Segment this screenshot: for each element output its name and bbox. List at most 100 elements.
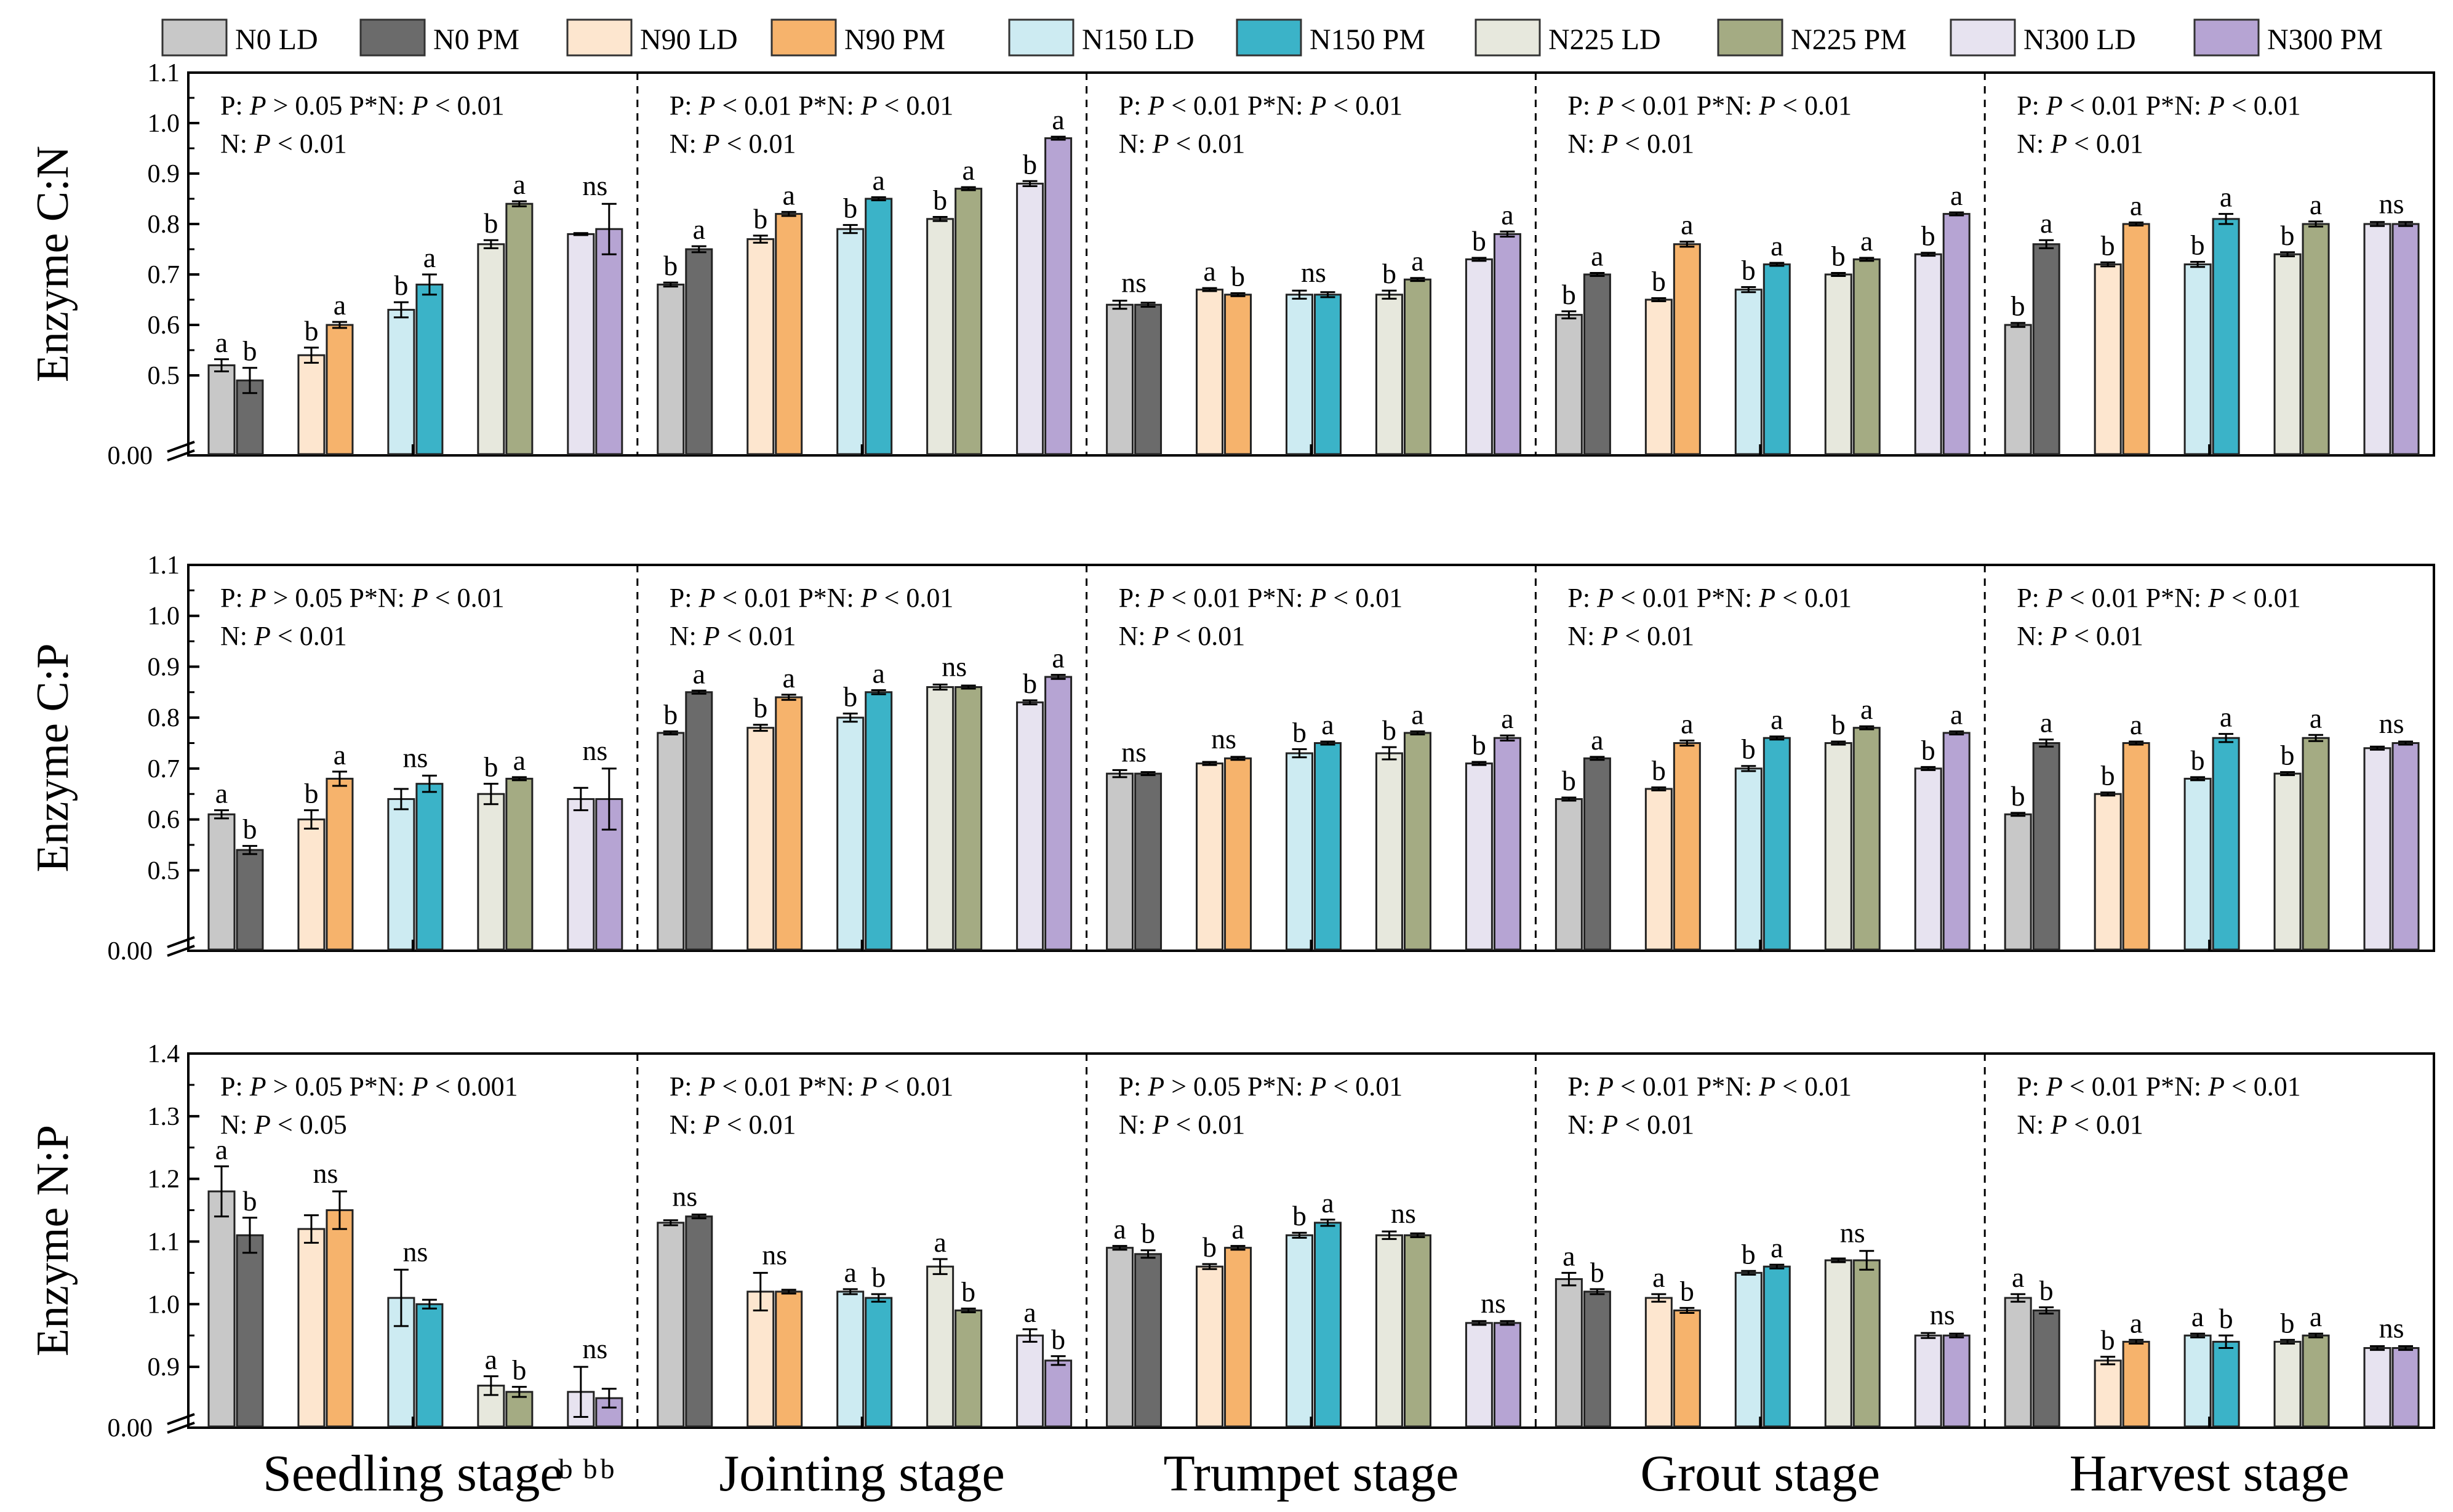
- legend-swatch: [770, 18, 837, 57]
- stats-segment: < 0.01: [2225, 1071, 2301, 1102]
- significance-letter: a: [334, 739, 346, 770]
- significance-letter: ns: [1121, 736, 1146, 767]
- significance-letter: a: [2220, 702, 2232, 733]
- stats-segment: < 0.01: [271, 621, 347, 651]
- significance-letter: b: [1023, 668, 1037, 699]
- stats-text: P: P > 0.05 P*N: P < 0.001 N: P < 0.05: [220, 1071, 518, 1140]
- significance-letter: b: [1590, 1257, 1604, 1288]
- stats-segment: P: [2046, 1071, 2063, 1102]
- significance-letter: b: [2219, 1303, 2233, 1334]
- bar-N0-LD: [657, 732, 685, 951]
- stats-segment: P: [698, 583, 716, 613]
- bar-N150-LD: [1286, 752, 1313, 951]
- stats-segment: < 0.01: [878, 90, 954, 121]
- stats-segment: P: [1152, 621, 1169, 651]
- bar-N90-PM: [1673, 742, 1701, 951]
- bar-N90-LD: [746, 727, 775, 951]
- significance-letter: a: [1771, 704, 1783, 735]
- y-tick-label: 0.9: [148, 1353, 180, 1382]
- bar-N90-LD: [1196, 289, 1224, 455]
- stats-segment: < 0.01 P*N:: [1614, 1071, 1759, 1102]
- y-tick-label: 0.9: [148, 653, 180, 681]
- y-tick-label: 1.0: [148, 110, 180, 138]
- bar-N300-PM: [1044, 137, 1073, 455]
- stats-segment: P: [1758, 1071, 1775, 1102]
- axis-break-mark: [167, 1413, 195, 1425]
- stats-line: N: P < 0.01: [2017, 621, 2143, 651]
- significance-letter: ns: [1301, 257, 1326, 288]
- stats-segment: < 0.01: [1775, 583, 1852, 613]
- bar-N0-LD: [1106, 772, 1134, 951]
- bar-N225-LD: [477, 243, 505, 455]
- legend-label: N300 PM: [2267, 23, 2383, 56]
- bar-N90-LD: [746, 238, 775, 455]
- stats-segment: < 0.01: [1326, 90, 1403, 121]
- significance-letter: b: [2191, 230, 2205, 261]
- stats-line: P: P < 0.01 P*N: P < 0.01: [2017, 90, 2301, 121]
- bar-N0-LD: [207, 813, 236, 951]
- stats-line: N: P < 0.01: [1567, 621, 1694, 651]
- bar-N150-PM: [1314, 294, 1342, 455]
- stats-segment: < 0.01: [720, 1110, 796, 1140]
- significance-letter: b: [1202, 1231, 1217, 1263]
- stats-segment: P: [1309, 1071, 1326, 1102]
- stats-line: N: P < 0.01: [1119, 1110, 1246, 1140]
- bar-N0-PM: [1583, 273, 1611, 455]
- stats-segment: < 0.01: [428, 583, 505, 613]
- stats-text: P: P < 0.01 P*N: P < 0.01N: P < 0.01: [1567, 90, 1852, 159]
- bar-N0-PM: [236, 1234, 264, 1428]
- legend-label: N150 PM: [1310, 23, 1425, 56]
- stats-segment: < 0.05: [271, 1110, 347, 1140]
- bar-N300-LD: [1016, 182, 1044, 455]
- axis-break-mark: [167, 1422, 195, 1434]
- stats-line: P: P > 0.05 P*N: P < 0.01: [1119, 1071, 1403, 1102]
- bar-N90-PM: [2122, 742, 2150, 951]
- stats-segment: P: [2207, 90, 2225, 121]
- significance-letter: b: [2101, 1324, 2115, 1356]
- y-tick-label: 0.9: [148, 160, 180, 188]
- bar-N150-PM: [415, 283, 444, 455]
- y-tick-label: 0.6: [148, 311, 180, 340]
- significance-letter: b: [1472, 729, 1486, 761]
- stats-segment: < 0.01: [2067, 129, 2143, 159]
- significance-letter: a: [334, 289, 346, 321]
- bar-N300-LD: [1016, 1334, 1044, 1428]
- significance-letter: a: [2040, 707, 2052, 738]
- stats-line: P: P < 0.01 P*N: P < 0.01: [1119, 90, 1403, 121]
- bar-N90-LD: [2094, 1359, 2122, 1428]
- stats-text: P: P > 0.05 P*N: P < 0.01N: P < 0.01: [220, 90, 505, 159]
- bar-N0-PM: [685, 248, 713, 455]
- stats-segment: P:: [1119, 1071, 1148, 1102]
- bar-N0-LD: [207, 1190, 236, 1428]
- significance-letter: a: [2012, 1262, 2024, 1293]
- significance-letter: b: [1472, 225, 1486, 257]
- significance-letter: b: [2281, 220, 2295, 251]
- stats-segment: < 0.01 P*N:: [1164, 583, 1310, 613]
- stats-segment: P:: [1567, 583, 1597, 613]
- bar-N225-LD: [1375, 1234, 1403, 1428]
- significance-letter: a: [1411, 698, 1423, 730]
- bar-N90-LD: [1196, 1265, 1224, 1428]
- significance-letter: b: [242, 335, 257, 367]
- stats-segment: < 0.01: [720, 621, 796, 651]
- bar-N150-LD: [836, 228, 865, 455]
- y-tick-label: 1.4: [148, 1040, 180, 1068]
- stats-text: P: P < 0.01 P*N: P < 0.01N: P < 0.01: [2017, 90, 2301, 159]
- significance-letter: a: [2310, 1301, 2322, 1332]
- stats-segment: P: [249, 1071, 266, 1102]
- significance-letter: ns: [582, 735, 607, 766]
- stats-segment: P: [1147, 1071, 1164, 1102]
- stats-segment: < 0.01: [2067, 621, 2143, 651]
- significance-letter: a: [1113, 1214, 1126, 1245]
- bar-N225-LD: [2273, 772, 2302, 951]
- stats-segment: P:: [2017, 1071, 2046, 1102]
- stats-text: P: P < 0.01 P*N: P < 0.01N: P < 0.01: [1119, 90, 1403, 159]
- bar-N0-LD: [1106, 303, 1134, 455]
- stats-line: P: P < 0.01 P*N: P < 0.01: [670, 90, 954, 121]
- significance-letter: a: [1681, 209, 1693, 241]
- stats-segment: P: [1309, 583, 1326, 613]
- significance-letter: b: [1831, 241, 1846, 272]
- stats-line: P: P > 0.05 P*N: P < 0.01: [220, 90, 505, 121]
- stats-text: P: P < 0.01 P*N: P < 0.01N: P < 0.01: [670, 1071, 954, 1140]
- bar-N225-PM: [1403, 1234, 1431, 1428]
